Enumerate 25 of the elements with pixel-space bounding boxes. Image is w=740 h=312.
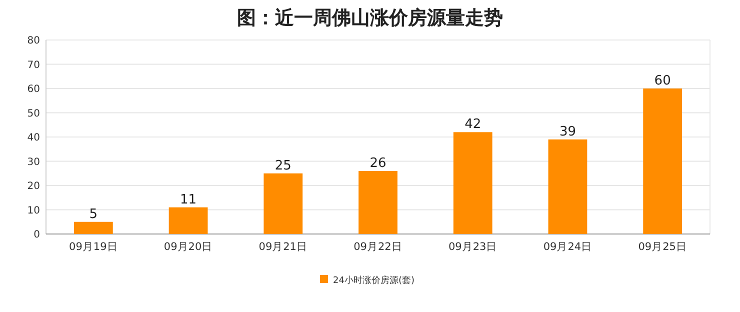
data-label: 26 bbox=[370, 156, 386, 171]
ytick: 0 bbox=[34, 230, 40, 240]
data-label: 60 bbox=[654, 74, 671, 88]
xtick: 09月21日 bbox=[258, 241, 308, 253]
title: 图：近一周佛山涨价房源量走势 bbox=[237, 7, 503, 29]
ytick: 80 bbox=[27, 36, 40, 46]
ytick: 10 bbox=[27, 205, 40, 216]
xtick: 09月23日 bbox=[448, 241, 498, 253]
ytick: 20 bbox=[27, 181, 40, 192]
ytick: 40 bbox=[27, 132, 40, 144]
data-label: 25 bbox=[274, 158, 292, 174]
legend: 24小时涨价房源(套) bbox=[333, 276, 414, 286]
xtick: 09月22日 bbox=[354, 241, 402, 253]
ytick: 60 bbox=[27, 84, 40, 95]
data-label: 39 bbox=[559, 124, 576, 140]
ytick: 70 bbox=[27, 60, 40, 71]
ytick: 50 bbox=[27, 108, 40, 120]
xtick: 09月20日 bbox=[164, 241, 213, 253]
data-label: 5 bbox=[89, 206, 98, 222]
xtick: 09月25日 bbox=[638, 241, 687, 253]
xtick: 09月19日 bbox=[69, 241, 118, 253]
data-label: 42 bbox=[464, 117, 482, 132]
xtick: 09月24日 bbox=[543, 241, 592, 253]
data-label: 11 bbox=[180, 192, 197, 208]
ytick: 30 bbox=[27, 156, 40, 168]
